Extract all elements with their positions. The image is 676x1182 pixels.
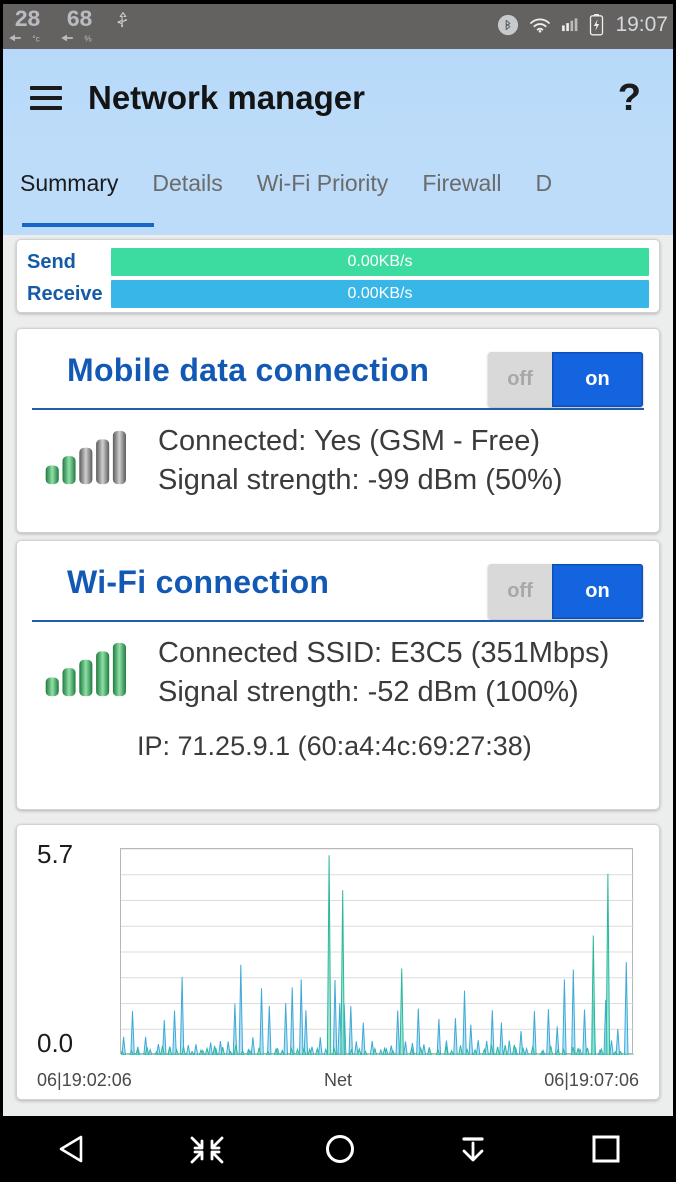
svg-text:%: % (84, 33, 92, 43)
svg-text:°c: °c (32, 33, 40, 43)
